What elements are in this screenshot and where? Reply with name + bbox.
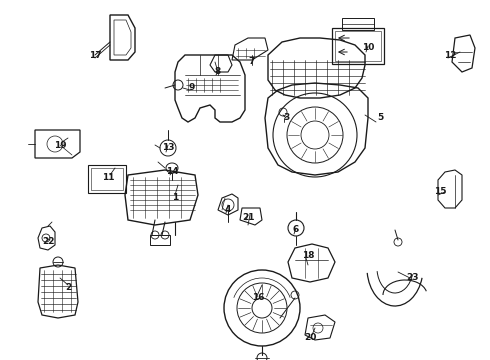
- Bar: [91, 168, 123, 190]
- Text: 18: 18: [302, 251, 314, 260]
- Text: 5: 5: [377, 113, 383, 122]
- Text: 22: 22: [42, 238, 54, 247]
- Text: 8: 8: [215, 68, 221, 77]
- Text: 2: 2: [65, 284, 71, 292]
- Bar: [332, 28, 384, 64]
- Text: 17: 17: [89, 50, 101, 59]
- Text: 11: 11: [102, 174, 114, 183]
- Text: 16: 16: [252, 293, 264, 302]
- Text: 1: 1: [172, 194, 178, 202]
- Text: 12: 12: [444, 50, 456, 59]
- Text: 4: 4: [225, 206, 231, 215]
- Text: 13: 13: [162, 144, 174, 153]
- Text: 14: 14: [166, 167, 178, 176]
- Text: 15: 15: [434, 188, 446, 197]
- Text: 21: 21: [242, 213, 254, 222]
- Bar: [335, 31, 381, 61]
- Text: 3: 3: [283, 113, 289, 122]
- Text: 19: 19: [54, 140, 66, 149]
- Text: 20: 20: [304, 333, 316, 342]
- Text: 7: 7: [249, 58, 255, 67]
- Text: 9: 9: [189, 84, 195, 93]
- Text: 23: 23: [406, 274, 418, 283]
- Bar: [342, 18, 374, 30]
- Bar: [88, 165, 126, 193]
- Text: 10: 10: [362, 44, 374, 53]
- Text: 6: 6: [293, 225, 299, 234]
